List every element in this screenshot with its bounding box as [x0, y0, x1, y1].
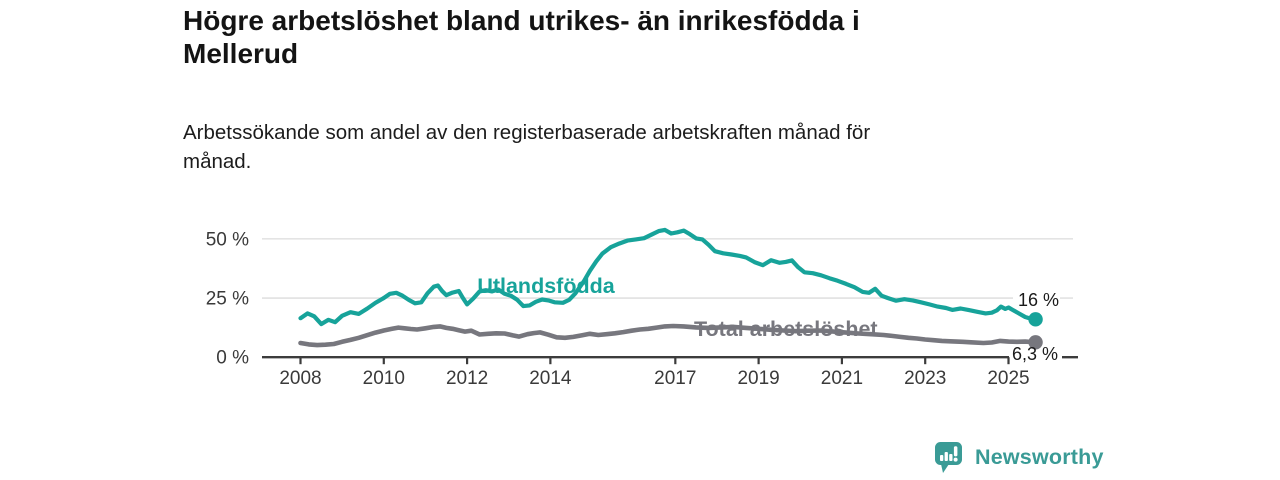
newsworthy-brand: Newsworthy — [934, 441, 1104, 473]
x-tick-label-2014: 2014 — [529, 368, 572, 389]
series-line-utlandsfodda — [298, 227, 1038, 327]
chart-title: Högre arbetslöshet bland utrikes- än inr… — [183, 5, 860, 69]
x-tick-label-2012: 2012 — [446, 368, 488, 389]
x-tick-label-2010: 2010 — [363, 368, 405, 389]
series-line-total — [298, 323, 1038, 348]
x-tick-label-2017: 2017 — [654, 368, 696, 389]
y-tick-label-0: 0 % — [216, 348, 249, 369]
newsworthy-logo-text: Newsworthy — [975, 444, 1104, 469]
series-end-dot-total — [1028, 335, 1043, 350]
x-tick-label-2021: 2021 — [821, 368, 863, 389]
end-value-label-total: 6,3 % — [1012, 344, 1058, 364]
x-tick-label-2023: 2023 — [904, 368, 946, 389]
series-label-utlandsfodda: Utlandsfödda — [477, 274, 615, 298]
x-tick-label-2008: 2008 — [279, 368, 321, 389]
x-tick-label-2025: 2025 — [987, 368, 1029, 389]
newsworthy-logo-icon — [935, 441, 962, 473]
y-tick-label-50: 50 % — [206, 229, 249, 250]
series-label-total: Total arbetslöshet — [694, 317, 878, 341]
x-tick-label-2019: 2019 — [737, 368, 779, 389]
chart-subtitle: Arbetssökande som andel av den registerb… — [183, 121, 871, 173]
end-value-label-utlandsfodda: 16 % — [1018, 290, 1059, 310]
y-tick-label-25: 25 % — [206, 289, 249, 310]
series-end-dot-utlandsfodda — [1028, 312, 1043, 327]
